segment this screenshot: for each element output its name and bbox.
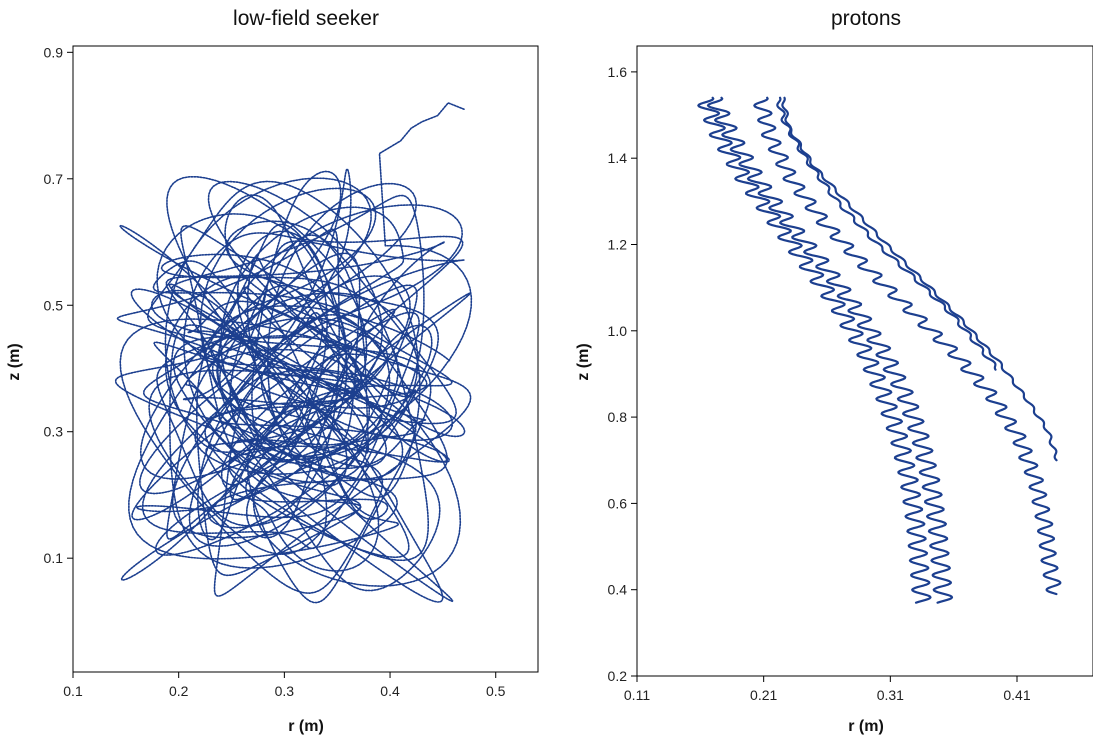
y-tick-label: 0.4: [608, 582, 628, 598]
tick-group: 0.1 0.2 0.3 0.4 0.5 0.1 0.3 0.5 0.7 0.9: [44, 44, 506, 699]
x-tick-label: 0.31: [877, 687, 904, 703]
x-tick-label: 0.41: [1003, 687, 1030, 703]
x-tick-label: 0.2: [169, 683, 189, 699]
y-tick-label: 0.8: [608, 409, 628, 425]
plot-frame: [72, 45, 539, 673]
y-tick-label: 1.4: [608, 150, 628, 166]
y-axis-label: z (m): [6, 343, 23, 380]
y-tick-label: 0.1: [44, 550, 64, 566]
y-tick-label: 1.6: [608, 64, 628, 80]
x-tick-label: 0.5: [486, 683, 506, 699]
trajectory-group: [114, 102, 473, 604]
y-tick-label: 0.2: [608, 668, 628, 684]
proton-trajectory: [706, 96, 954, 604]
y-tick-label: 1.0: [608, 323, 628, 339]
y-tick-label: 0.5: [44, 297, 64, 313]
x-tick-label: 0.11: [624, 687, 650, 703]
y-tick-label: 0.9: [44, 44, 64, 60]
x-axis-label: r (m): [848, 718, 884, 735]
panel-low-field-seeker: low-field seeker r (m) z (m) 0.1 0.2 0.3 0.…: [6, 7, 539, 735]
x-axis-label: r (m): [288, 718, 324, 735]
y-tick-label: 0.3: [44, 424, 64, 440]
x-tick-label: 0.3: [275, 683, 295, 699]
panel-title: low-field seeker: [233, 7, 379, 30]
panel-title: protons: [831, 7, 901, 30]
trajectory-group: [697, 96, 1062, 604]
proton-trajectory: [781, 96, 1058, 462]
x-tick-label: 0.1: [63, 683, 83, 699]
proton-trajectory: [776, 96, 997, 371]
x-tick-label: 0.21: [750, 687, 777, 703]
plot-frame: [636, 45, 1093, 677]
proton-trajectory: [697, 96, 932, 604]
y-axis-label: z (m): [575, 343, 592, 380]
tick-group: 0.11 0.21 0.31 0.41 0.2 0.4 0.6 0.8 1.0 1.2 1.4 1.6: [608, 64, 1031, 703]
panel-protons: protons r (m) z (m) 0.11 0.21 0.31 0.410.20…: [575, 7, 1093, 735]
x-tick-label: 0.4: [380, 683, 400, 699]
proton-trajectory: [753, 96, 1062, 596]
y-tick-label: 1.2: [608, 236, 628, 252]
seeker-trajectory: [114, 102, 473, 604]
y-tick-label: 0.6: [608, 495, 628, 511]
y-tick-label: 0.7: [44, 171, 64, 187]
